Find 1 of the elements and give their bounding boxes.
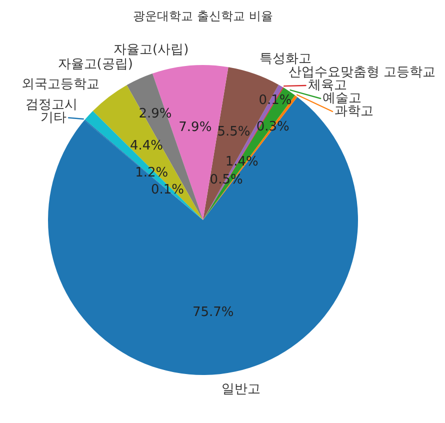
title: 광운대학교 출신학교 비율 — [133, 9, 273, 23]
